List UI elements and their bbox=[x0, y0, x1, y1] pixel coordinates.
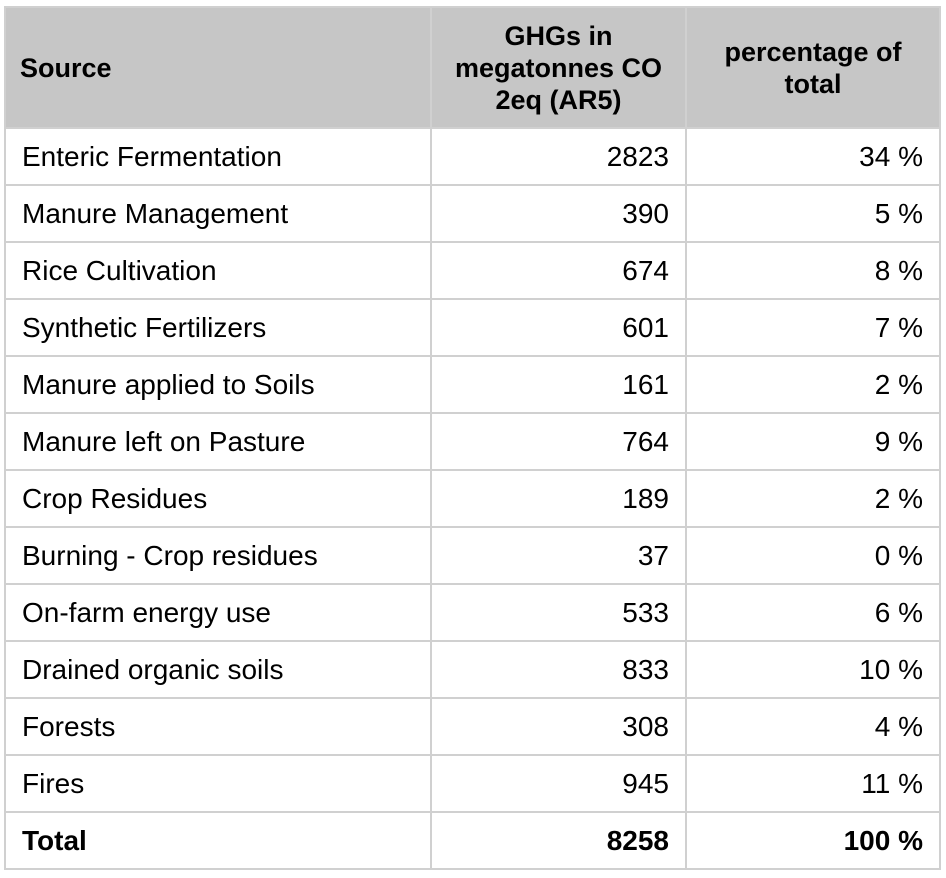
value-cell: 390 bbox=[430, 184, 687, 243]
header-source: Source bbox=[4, 6, 432, 129]
percent-cell: 6 % bbox=[685, 583, 941, 642]
ghg-table-container: Source GHGs in megatonnes CO 2eq (AR5) p… bbox=[4, 6, 941, 870]
total-percent: 100 % bbox=[685, 811, 941, 870]
percent-cell: 2 % bbox=[685, 355, 941, 414]
table-row: Synthetic Fertilizers 601 7 % bbox=[4, 298, 941, 357]
table-row: Burning - Crop residues 37 0 % bbox=[4, 526, 941, 585]
source-cell: On-farm energy use bbox=[4, 583, 432, 642]
value-cell: 2823 bbox=[430, 127, 687, 186]
table-body: Enteric Fermentation 2823 34 % Manure Manag… bbox=[4, 127, 941, 870]
value-cell: 189 bbox=[430, 469, 687, 528]
source-cell: Forests bbox=[4, 697, 432, 756]
percent-cell: 4 % bbox=[685, 697, 941, 756]
value-cell: 601 bbox=[430, 298, 687, 357]
header-row: Source GHGs in megatonnes CO 2eq (AR5) p… bbox=[4, 6, 941, 129]
source-cell: Rice Cultivation bbox=[4, 241, 432, 300]
table-row: On-farm energy use 533 6 % bbox=[4, 583, 941, 642]
ghg-sources-table: Source GHGs in megatonnes CO 2eq (AR5) p… bbox=[4, 6, 941, 870]
total-row: Total 8258 100 % bbox=[4, 811, 941, 870]
percent-cell: 7 % bbox=[685, 298, 941, 357]
header-percent: percentage of total bbox=[685, 6, 941, 129]
table-row: Manure Management 390 5 % bbox=[4, 184, 941, 243]
percent-cell: 34 % bbox=[685, 127, 941, 186]
percent-cell: 5 % bbox=[685, 184, 941, 243]
value-cell: 37 bbox=[430, 526, 687, 585]
value-cell: 945 bbox=[430, 754, 687, 813]
source-cell: Drained organic soils bbox=[4, 640, 432, 699]
table-row: Fires 945 11 % bbox=[4, 754, 941, 813]
table-row: Crop Residues 189 2 % bbox=[4, 469, 941, 528]
percent-cell: 2 % bbox=[685, 469, 941, 528]
source-cell: Manure applied to Soils bbox=[4, 355, 432, 414]
percent-cell: 10 % bbox=[685, 640, 941, 699]
total-value: 8258 bbox=[430, 811, 687, 870]
source-cell: Manure left on Pasture bbox=[4, 412, 432, 471]
value-cell: 833 bbox=[430, 640, 687, 699]
source-cell: Burning - Crop residues bbox=[4, 526, 432, 585]
source-cell: Synthetic Fertilizers bbox=[4, 298, 432, 357]
percent-cell: 0 % bbox=[685, 526, 941, 585]
percent-cell: 9 % bbox=[685, 412, 941, 471]
table-row: Manure left on Pasture 764 9 % bbox=[4, 412, 941, 471]
total-label: Total bbox=[4, 811, 432, 870]
source-cell: Crop Residues bbox=[4, 469, 432, 528]
table-row: Rice Cultivation 674 8 % bbox=[4, 241, 941, 300]
value-cell: 161 bbox=[430, 355, 687, 414]
percent-cell: 8 % bbox=[685, 241, 941, 300]
value-cell: 533 bbox=[430, 583, 687, 642]
table-row: Forests 308 4 % bbox=[4, 697, 941, 756]
source-cell: Enteric Fermentation bbox=[4, 127, 432, 186]
source-cell: Manure Management bbox=[4, 184, 432, 243]
table-row: Drained organic soils 833 10 % bbox=[4, 640, 941, 699]
value-cell: 308 bbox=[430, 697, 687, 756]
percent-cell: 11 % bbox=[685, 754, 941, 813]
header-ghg: GHGs in megatonnes CO 2eq (AR5) bbox=[430, 6, 687, 129]
table-row: Enteric Fermentation 2823 34 % bbox=[4, 127, 941, 186]
table-row: Manure applied to Soils 161 2 % bbox=[4, 355, 941, 414]
value-cell: 674 bbox=[430, 241, 687, 300]
source-cell: Fires bbox=[4, 754, 432, 813]
value-cell: 764 bbox=[430, 412, 687, 471]
